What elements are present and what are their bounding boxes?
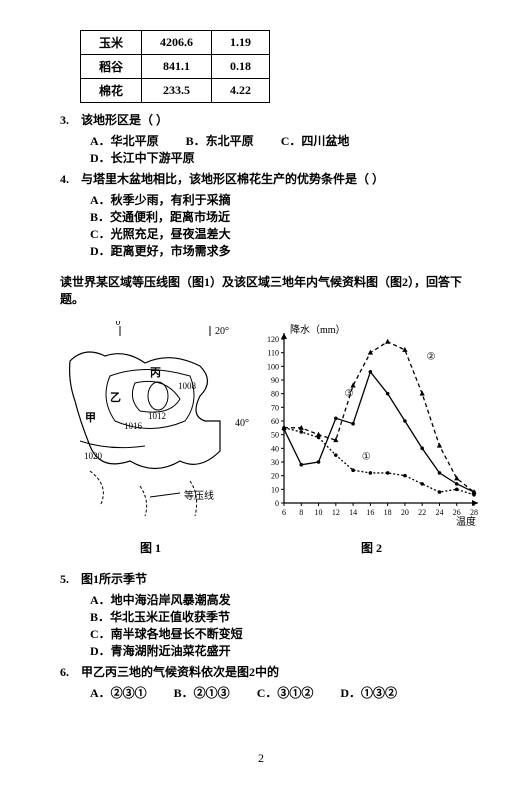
q4-stem: 与塔里木盆地相比，该地形区棉花生产的优势条件是（ ） (81, 172, 384, 186)
q5-opt-d: D．青海湖附近油菜花盛开 (90, 642, 278, 659)
figure-1-map: 0° 20° 40° 1016 1012 1008 1020 甲 乙 丙 等压线 (50, 321, 250, 521)
svg-text:14: 14 (349, 508, 357, 517)
svg-text:80: 80 (271, 390, 279, 399)
point-yi: 乙 (110, 391, 121, 404)
iso-label-1012: 1012 (148, 411, 166, 421)
point-bing: 丙 (150, 366, 161, 379)
q4-options: A．秋季少雨，有利于采摘 B．交通便利，距离市场近 C．光照充足，昼夜温差大 D… (90, 191, 482, 259)
svg-text:②: ② (427, 352, 436, 363)
svg-text:110: 110 (267, 349, 279, 358)
svg-text:50: 50 (271, 431, 279, 440)
svg-text:26: 26 (453, 508, 461, 517)
crop-table: 玉米 4206.6 1.19 稻谷 841.1 0.18 棉花 233.5 4.… (80, 30, 270, 103)
svg-text:①: ① (362, 451, 371, 462)
svg-text:70: 70 (271, 403, 279, 412)
q4-opt-d: D．距离更好，市场需求多 (90, 242, 278, 259)
q6-opt-c: C．③①② (257, 684, 314, 701)
svg-text:16: 16 (366, 508, 374, 517)
page-number: 2 (40, 751, 482, 766)
cell: 4206.6 (142, 31, 212, 55)
q3-opt-c: C．四川盆地 (281, 132, 350, 149)
figure-labels: 图 1 图 2 (40, 539, 482, 556)
iso-1012 (132, 381, 180, 412)
lat-40: 40° (235, 418, 249, 429)
iso-1008 (148, 382, 168, 410)
figure-2-chart: 0 10 20 30 40 50 60 70 80 90 100 110 120 6 8 10 12 14 16 18… (252, 321, 482, 531)
q5-opt-a: A．地中海沿岸风暴潮高发 (90, 591, 278, 608)
svg-text:60: 60 (271, 417, 279, 426)
iso-label-1020: 1020 (84, 451, 103, 461)
svg-text:0: 0 (275, 499, 279, 508)
q5-stem: 图1所示季节 (81, 572, 147, 586)
cell: 0.18 (212, 55, 270, 79)
iso-label-1016: 1016 (124, 421, 143, 431)
cell: 玉米 (81, 31, 142, 55)
svg-text:90: 90 (271, 376, 279, 385)
q5-options: A．地中海沿岸风暴潮高发 B．华北玉米正值收获季节 C．南半球各地昼长不断变短 … (90, 591, 482, 659)
q3-num: 3. (60, 113, 78, 128)
svg-text:温度（℃）: 温度（℃） (456, 515, 482, 528)
svg-text:22: 22 (418, 508, 426, 517)
cell: 841.1 (142, 55, 212, 79)
fig2-label: 图 2 (361, 539, 382, 556)
cell: 稻谷 (81, 55, 142, 79)
q3-options: A．华北平原 B．东北平原 C．四川盆地 D．长江中下游平原 (90, 132, 482, 166)
q6-opt-a: A．②③① (90, 684, 147, 701)
figures-row: 0° 20° 40° 1016 1012 1008 1020 甲 乙 丙 等压线… (50, 321, 482, 531)
svg-text:40: 40 (271, 444, 279, 453)
svg-text:10: 10 (271, 485, 279, 494)
fig1-label: 图 1 (140, 539, 161, 556)
passage-text: 读世界某区域等压线图（图1）及该区域三地年内气候资料图（图2），回答下题。 (60, 273, 482, 307)
cell: 4.22 (212, 79, 270, 103)
q3-opt-a: A．华北平原 (90, 132, 159, 149)
coast-dash (90, 471, 197, 516)
table-row: 棉花 233.5 4.22 (81, 79, 270, 103)
q6-num: 6. (60, 665, 78, 680)
iso-label-1008: 1008 (178, 381, 197, 391)
svg-text:20: 20 (401, 508, 409, 517)
cell: 233.5 (142, 79, 212, 103)
q6-options: A．②③① B．②①③ C．③①② D．①③② (90, 684, 482, 701)
q6-stem: 甲乙丙三地的气候资料依次是图2中的 (81, 665, 279, 679)
table-row: 玉米 4206.6 1.19 (81, 31, 270, 55)
q4-opt-b: B．交通便利，距离市场近 (90, 208, 278, 225)
svg-text:③: ③ (344, 388, 353, 399)
svg-text:24: 24 (435, 508, 443, 517)
q3-opt-b: B．东北平原 (186, 132, 254, 149)
svg-text:18: 18 (384, 508, 392, 517)
question-5: 5. 图1所示季节 (60, 570, 482, 587)
q4-opt-a: A．秋季少雨，有利于采摘 (90, 191, 278, 208)
q6-opt-b: B．②①③ (174, 684, 230, 701)
table-row: 稻谷 841.1 0.18 (81, 55, 270, 79)
svg-text:10: 10 (315, 508, 323, 517)
question-3: 3. 该地形区是（ ） (60, 111, 482, 128)
svg-text:28: 28 (470, 508, 478, 517)
q4-opt-c: C．光照充足，昼夜温差大 (90, 225, 278, 242)
lon-0: 0° (116, 321, 125, 328)
question-6: 6. 甲乙丙三地的气候资料依次是图2中的 (60, 663, 482, 680)
svg-text:30: 30 (271, 458, 279, 467)
q3-stem: 该地形区是（ ） (81, 113, 168, 127)
q4-num: 4. (60, 172, 78, 187)
cell: 棉花 (81, 79, 142, 103)
q6-opt-d: D．①③② (340, 684, 397, 701)
svg-text:6: 6 (282, 508, 286, 517)
svg-text:12: 12 (332, 508, 340, 517)
svg-text:20: 20 (271, 472, 279, 481)
question-4: 4. 与塔里木盆地相比，该地形区棉花生产的优势条件是（ ） (60, 170, 482, 187)
q3-opt-d: D．长江中下游平原 (90, 149, 195, 166)
q5-opt-b: B．华北玉米正值收获季节 (90, 608, 278, 625)
q5-opt-c: C．南半球各地昼长不断变短 (90, 625, 278, 642)
svg-text:120: 120 (267, 335, 279, 344)
cell: 1.19 (212, 31, 270, 55)
point-jia: 甲 (85, 411, 96, 424)
q5-num: 5. (60, 572, 78, 587)
svg-text:100: 100 (267, 362, 279, 371)
svg-text:8: 8 (299, 508, 303, 517)
lon-20: 20° (215, 326, 229, 337)
legend-isobar: 等压线 (184, 489, 214, 502)
svg-text:降水（mm）: 降水（mm） (290, 323, 346, 336)
